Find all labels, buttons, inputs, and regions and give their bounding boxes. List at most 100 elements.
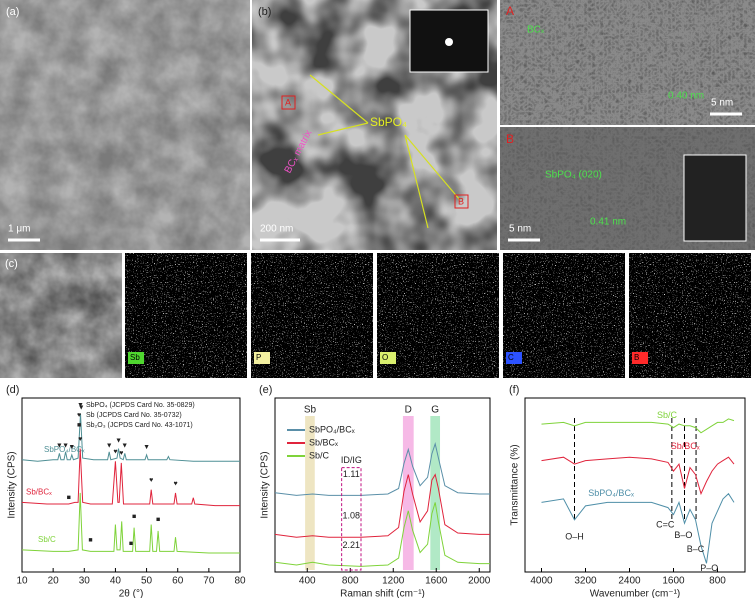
legend-symbol: ♥ [77, 412, 81, 419]
annotation: O–H [565, 532, 584, 542]
phase-label: BCₓ [527, 25, 545, 36]
series-line [274, 502, 490, 567]
eds-sem-texture [0, 253, 122, 378]
annotation: C=C [656, 519, 675, 529]
plot-frame [524, 397, 746, 573]
band [402, 416, 414, 570]
x-tick-label: 50 [141, 576, 153, 587]
peak-marker: ▼ [143, 444, 150, 451]
ratio-value: 1.11 [343, 469, 360, 479]
element-label: C [508, 353, 514, 362]
series-line [21, 413, 240, 462]
peak-marker: ■ [156, 517, 160, 524]
x-axis-label: 2θ (°) [119, 589, 144, 598]
series-line [274, 473, 490, 538]
series-line [21, 448, 240, 507]
series-label: Sb/C [657, 410, 678, 420]
plot-frame [21, 397, 241, 573]
panel-label: A [506, 4, 514, 18]
hrtem-texture [500, 0, 755, 125]
series-label: Sb/BCₓ [26, 488, 52, 497]
saed-spot [445, 38, 453, 46]
ratio-title: ID/IG [341, 455, 362, 465]
x-tick-label: 70 [203, 576, 215, 587]
peak-marker: ♥ [149, 477, 153, 484]
element-label: P [256, 353, 261, 362]
element-tag [632, 352, 648, 364]
annotation: P–O [700, 563, 718, 573]
scale-label: 5 nm [509, 224, 531, 235]
series-line [274, 442, 490, 496]
region-label: A [285, 97, 291, 107]
x-tick-label: 2000 [468, 576, 491, 587]
x-tick-label: 40 [110, 576, 122, 587]
peak-marker: ▼ [68, 444, 75, 451]
x-tick-label: 1600 [425, 576, 448, 587]
panel-label: (e) [259, 384, 272, 396]
scale-label: 1 μm [8, 224, 30, 235]
peak-marker: ♥ [113, 449, 117, 456]
element-label: O [382, 353, 388, 362]
series-label: Sb/BCₓ [671, 441, 700, 451]
peak-marker: ♥ [78, 436, 82, 443]
series-label: SbPO₄/BCₓ [44, 445, 85, 454]
peak-marker: ■ [129, 540, 133, 547]
series-line [541, 418, 735, 434]
eds-dots [377, 253, 499, 378]
scale-label: 5 nm [711, 98, 733, 109]
series-line [541, 456, 735, 496]
x-tick-label: 800 [709, 576, 726, 587]
phase-label: SbPO₄ (020) [545, 170, 602, 181]
x-tick-label: 10 [16, 576, 28, 587]
y-axis-label: Intensity (CPS) [7, 451, 18, 518]
x-tick-label: 30 [79, 576, 91, 587]
panel-label: (c) [5, 258, 18, 270]
region-box [454, 194, 469, 209]
legend-label: Sb/BCₓ [309, 437, 338, 447]
panel-label: (d) [6, 384, 19, 396]
band-label: G [431, 405, 439, 416]
scale-label: 200 nm [260, 224, 293, 235]
panel-label: (f) [509, 384, 519, 396]
eds-dots [251, 253, 373, 378]
legend-symbol: ■ [77, 422, 81, 429]
plot-frame [274, 397, 491, 573]
peak-marker: ▼ [78, 404, 85, 411]
x-tick-label: 80 [234, 576, 246, 587]
element-label: B [634, 353, 639, 362]
panel-label: (a) [6, 6, 19, 18]
peak-marker: ▼ [106, 442, 113, 449]
annotation: B–C [687, 544, 705, 554]
x-tick-label: 1200 [382, 576, 405, 587]
element-tag [506, 352, 522, 364]
legend-label: SbPO₄/BCₓ [309, 424, 355, 434]
spacing-label: 0.41 nm [590, 217, 626, 228]
element-tag [254, 352, 270, 364]
series-line [541, 492, 735, 564]
ratio-value: 2.21 [343, 540, 361, 550]
x-tick-label: 800 [342, 576, 359, 587]
legend-symbol: ▼ [77, 402, 84, 409]
ratio-value: 1.08 [343, 511, 361, 521]
panel-label: (b) [258, 6, 271, 18]
x-tick-label: 1600 [662, 576, 685, 587]
band [430, 416, 441, 570]
y-axis-label: Transmittance (%) [510, 444, 521, 525]
legend-label: SbPO₄ (JCPDS Card No. 35-0829) [86, 402, 195, 409]
x-tick-label: 3200 [574, 576, 597, 587]
legend-label: Sb₂O₃ (JCPDS Card No. 43-1071) [86, 422, 193, 429]
eds-dots [503, 253, 625, 378]
annotation: B–O [674, 530, 692, 540]
peak-marker: ▼ [62, 442, 69, 449]
element-label: Sb [130, 353, 140, 362]
peak-marker: ♥ [173, 480, 177, 487]
legend-label: Sb (JCPDS Card No. 35-0732) [86, 412, 182, 419]
x-tick-label: 400 [299, 576, 316, 587]
x-tick-label: 2400 [618, 576, 641, 587]
peak-marker: ▼ [115, 438, 122, 445]
ratio-box [341, 467, 362, 571]
eds-dots [125, 253, 247, 378]
x-axis-label: Raman shift (cm⁻¹) [340, 589, 425, 598]
